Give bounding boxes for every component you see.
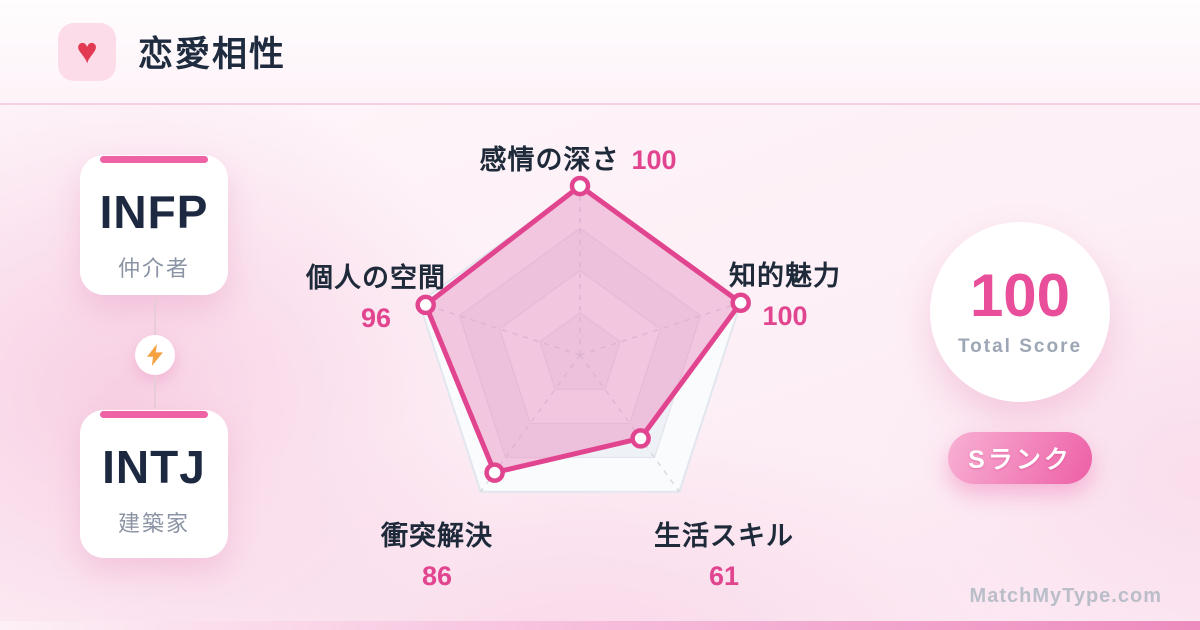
axis-life-skills: 生活スキル 61 — [654, 514, 794, 592]
rank-badge: Sランク — [948, 432, 1092, 484]
radar-chart — [415, 175, 751, 493]
watermark: MatchMyType.com — [969, 585, 1162, 607]
axis-value: 100 — [762, 301, 808, 331]
heart-icon-box: ♥ — [58, 22, 116, 81]
axis-conflict-resolution: 衝突解決 86 — [381, 514, 493, 592]
axis-label: 知的魅力 — [729, 261, 841, 291]
type-card-intj: INTJ 建築家 — [80, 410, 228, 558]
card-accent-bar — [100, 156, 208, 163]
axis-value: 100 — [631, 145, 677, 175]
axis-label: 衝突解決 — [381, 521, 493, 551]
axis-value: 61 — [708, 561, 740, 591]
type-name-intj: 建築家 — [117, 511, 190, 536]
axis-label: 個人の空間 — [306, 263, 446, 293]
type-code-infp: INFP — [99, 186, 209, 238]
type-code-intj: INTJ — [102, 441, 206, 493]
header: ♥ 恋愛相性 — [0, 0, 1200, 105]
connector-line-bottom — [154, 375, 156, 408]
total-score-value: 100 — [969, 262, 1071, 329]
axis-personal-space: 個人の空間 96 — [306, 256, 446, 334]
axis-value: 86 — [421, 561, 453, 591]
axis-label: 生活スキル — [654, 521, 794, 551]
lightning-icon — [147, 344, 163, 366]
axis-label: 感情の深さ — [479, 145, 620, 175]
total-score-label: Total Score — [957, 336, 1083, 357]
heart-icon: ♥ — [76, 29, 98, 71]
connector-line-top — [154, 299, 156, 335]
axis-intellectual-charm: 知的魅力 100 — [729, 254, 841, 332]
type-name-infp: 仲介者 — [117, 256, 190, 281]
axis-value: 96 — [360, 303, 392, 333]
bottom-accent-strip — [0, 621, 1200, 630]
card-accent-bar — [100, 411, 208, 418]
page-title: 恋愛相性 — [138, 35, 287, 74]
axis-emotional-depth: 感情の深さ 100 — [479, 138, 676, 177]
type-card-infp: INFP 仲介者 — [80, 155, 228, 295]
vs-circle — [135, 335, 175, 375]
total-score-circle: 100 Total Score — [930, 222, 1110, 402]
rank-badge-label: Sランク — [968, 446, 1072, 474]
